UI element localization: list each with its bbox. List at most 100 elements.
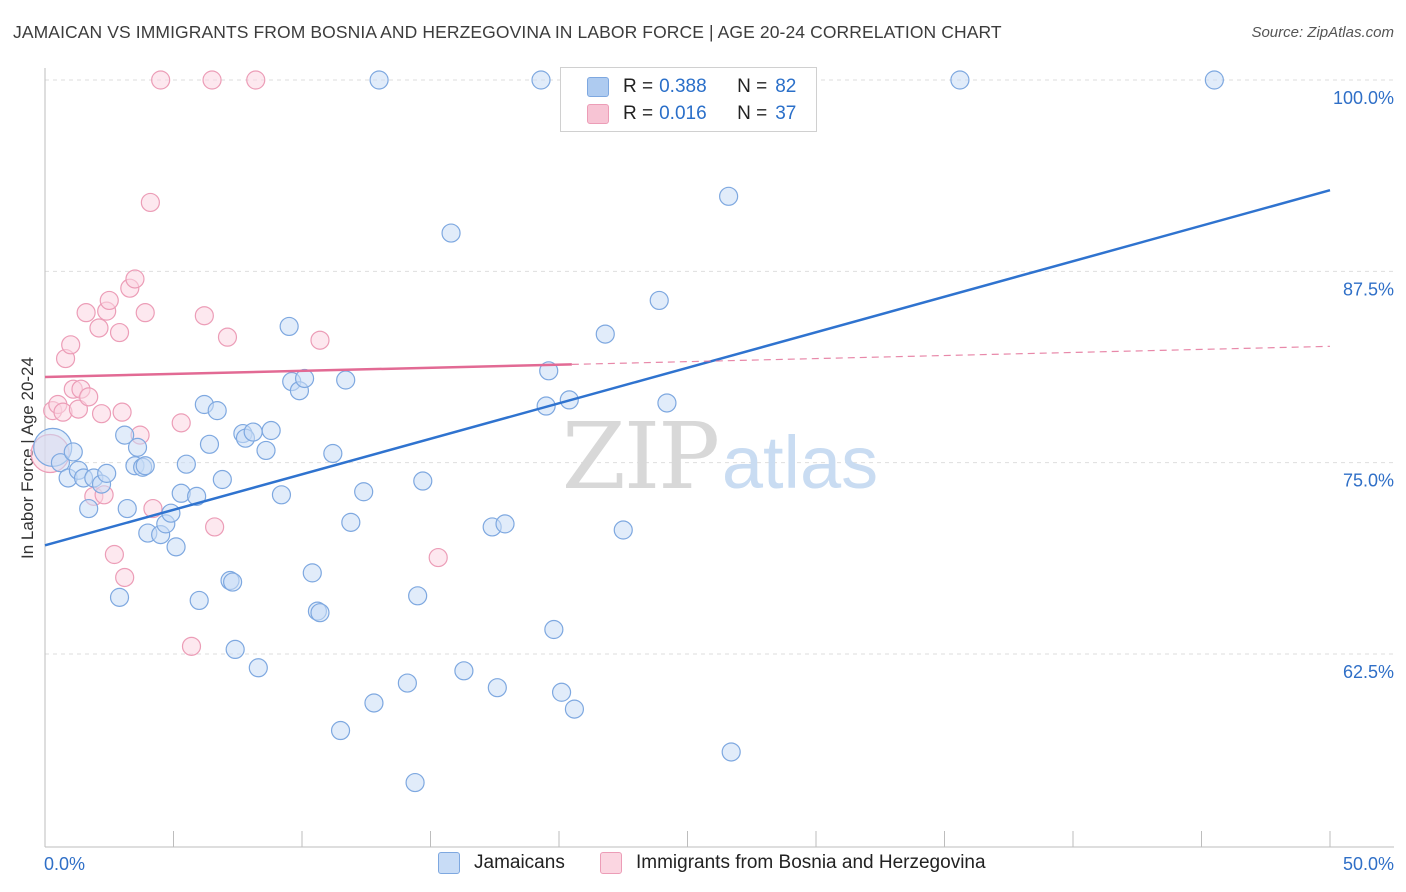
- trend-line-bosnia-extension: [571, 345, 1331, 365]
- legend-row-bosnia: R = 0.016 N = 37: [587, 102, 796, 126]
- legend-n-value: 37: [775, 103, 797, 124]
- jamaican-point: [487, 678, 507, 698]
- jamaican-point: [397, 673, 417, 693]
- legend-r-value: 0.016: [659, 103, 707, 124]
- bosnia-point: [140, 192, 160, 213]
- legend-r-label: R =: [623, 76, 654, 97]
- jamaican-point: [657, 393, 677, 413]
- bosnia-point: [246, 70, 266, 90]
- axes: [44, 68, 1394, 848]
- jamaican-point: [97, 463, 117, 483]
- jamaican-point: [1204, 70, 1224, 90]
- legend-row-jamaicans: R = 0.388 N = 82: [587, 75, 796, 99]
- bosnia-point: [53, 402, 73, 422]
- trend-line-bosnia: [44, 363, 572, 379]
- jamaican-point: [341, 512, 361, 532]
- legend-r-label: R =: [623, 103, 654, 124]
- source-credit: Source: ZipAtlas.com: [1251, 24, 1394, 41]
- bosnia-point: [89, 318, 109, 338]
- bosnia-point: [171, 413, 191, 433]
- jamaican-point: [212, 469, 232, 490]
- series-jamaicans-points: [33, 70, 1224, 793]
- jamaican-point: [310, 603, 330, 623]
- jamaican-point: [109, 587, 130, 607]
- watermark-atlas: atlas: [722, 421, 878, 504]
- jamaican-point: [302, 563, 322, 583]
- jamaican-point: [279, 316, 299, 337]
- jamaican-point: [454, 661, 474, 681]
- y-tick-label: 87.5%: [1343, 279, 1394, 299]
- jamaican-point: [256, 440, 276, 461]
- jamaican-point: [189, 590, 209, 611]
- jamaican-point: [441, 223, 461, 243]
- x-tick-label: 0.0%: [44, 854, 85, 874]
- jamaican-point: [243, 422, 263, 442]
- bosnia-point: [125, 269, 145, 289]
- jamaican-point: [544, 619, 564, 640]
- watermark-zip: ZIP: [562, 403, 718, 510]
- legend-n-label: N =: [737, 103, 768, 124]
- jamaican-point: [551, 682, 572, 702]
- legend-swatch-bosnia: [600, 852, 622, 874]
- bosnia-point: [202, 70, 222, 90]
- bosnia-point: [194, 306, 214, 326]
- bosnia-point: [61, 335, 81, 355]
- x-tick-label: 50.0%: [1343, 854, 1394, 874]
- jamaican-point: [207, 401, 227, 421]
- jamaican-point: [135, 456, 155, 476]
- jamaican-point: [408, 586, 428, 606]
- jamaican-point: [369, 70, 389, 90]
- legend-n-value: 82: [775, 76, 797, 97]
- bosnia-point: [181, 636, 202, 656]
- series-bosnia-points: [30, 70, 448, 656]
- bosnia-point: [91, 404, 112, 424]
- y-tick-label: 62.5%: [1343, 662, 1394, 682]
- legend-label-bosnia: Immigrants from Bosnia and Herzegovina: [636, 852, 986, 873]
- jamaican-point: [595, 324, 615, 344]
- chart-title: JAMAICAN VS IMMIGRANTS FROM BOSNIA AND H…: [13, 22, 1002, 42]
- bosnia-point: [99, 290, 119, 311]
- bosnia-point: [79, 387, 99, 407]
- bosnia-point: [205, 517, 225, 537]
- bosnia-point: [112, 402, 132, 422]
- jamaican-point: [117, 498, 137, 519]
- jamaican-point: [564, 699, 585, 719]
- bosnia-point: [68, 399, 89, 419]
- bosnia-point: [76, 303, 96, 323]
- jamaican-point: [950, 70, 970, 90]
- jamaican-point: [354, 482, 374, 502]
- bosnia-point: [428, 547, 448, 568]
- jamaican-point: [63, 442, 83, 462]
- jamaican-point: [127, 437, 148, 457]
- grid-lines: [45, 79, 1394, 655]
- legend-r-value: 0.388: [659, 76, 707, 97]
- bosnia-point: [135, 303, 155, 323]
- legend-item-jamaicans: Jamaicans: [438, 852, 565, 874]
- jamaican-point: [115, 425, 135, 445]
- jamaican-point: [187, 486, 207, 506]
- bosnia-point: [151, 70, 171, 90]
- jamaican-point: [294, 368, 315, 389]
- bosnia-point: [217, 327, 238, 347]
- jamaican-point: [336, 370, 356, 390]
- trend-line-jamaicans: [44, 189, 1331, 547]
- legend-swatch-bosnia: [587, 104, 609, 124]
- jamaican-point: [225, 639, 245, 660]
- jamaican-point: [649, 290, 669, 311]
- jamaican-point: [50, 453, 71, 473]
- jamaican-point: [531, 70, 551, 90]
- watermark: ZIP atlas: [562, 403, 878, 510]
- bosnia-point: [115, 567, 135, 588]
- y-tick-label: 75.0%: [1343, 471, 1394, 491]
- jamaican-point: [171, 483, 191, 503]
- jamaican-point: [79, 498, 99, 519]
- y-tick-label: 100.0%: [1333, 88, 1394, 108]
- trend-lines: [44, 189, 1331, 547]
- legend-label-jamaicans: Jamaicans: [474, 852, 565, 873]
- jamaican-point: [413, 471, 433, 491]
- jamaican-point: [176, 454, 196, 474]
- jamaican-point: [248, 658, 268, 678]
- jamaican-point: [721, 742, 741, 762]
- jamaican-point: [330, 720, 351, 741]
